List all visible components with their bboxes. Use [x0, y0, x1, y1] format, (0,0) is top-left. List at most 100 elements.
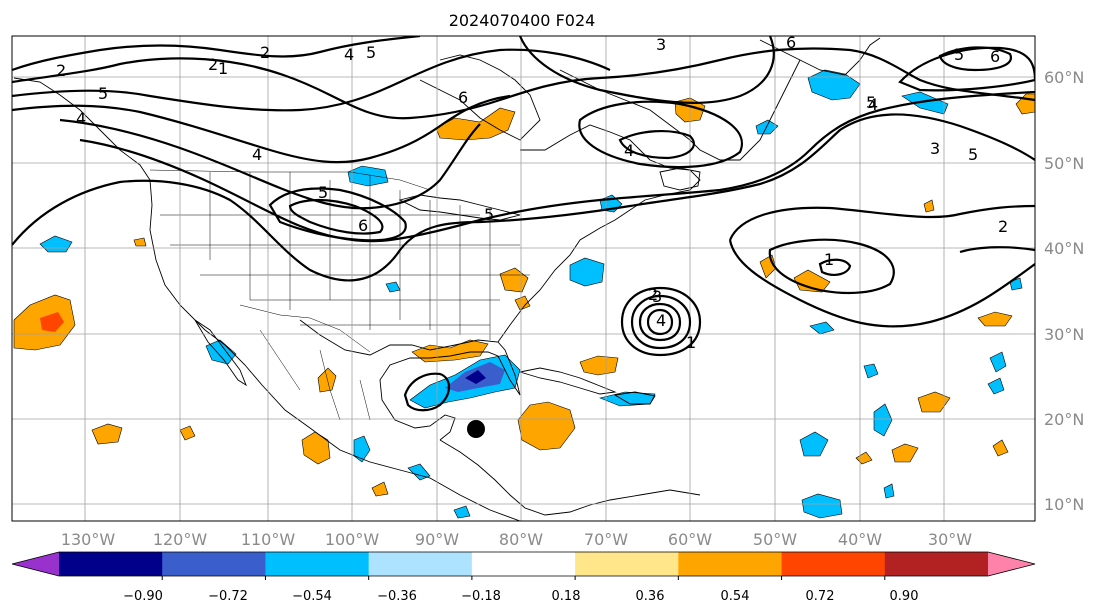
contour-line: [638, 302, 682, 342]
anomaly-positive-area: [133, 237, 147, 247]
contour-line: [578, 100, 743, 169]
contour-line: [12, 113, 1035, 282]
colorbar-segment: [162, 552, 266, 576]
graticule: [12, 36, 1035, 521]
coastline-baja: [194, 319, 247, 387]
contour-label: 2: [998, 217, 1008, 236]
anomaly-negative-area: [453, 505, 471, 519]
colorbar-tick-label: 0.72: [806, 589, 835, 604]
anomaly-strong-positive-area: [40, 312, 64, 332]
lon-label: 40°W: [838, 530, 882, 549]
colorbar-tick-label: 0.90: [890, 589, 919, 604]
longitude-labels: 130°W 120°W 110°W 100°W 90°W 80°W 70°W 6…: [61, 530, 972, 549]
contour-line: [12, 47, 1035, 120]
contour-label: 4: [624, 141, 634, 160]
anomaly-negative-area: [807, 69, 861, 101]
colorbar-tick-label: 0.54: [721, 589, 750, 604]
anomaly-positive-area: [317, 367, 337, 393]
colorbar-segment: [368, 552, 473, 576]
colorbar-segment: [471, 552, 576, 576]
contour-label: 4: [344, 45, 354, 64]
contour-label: 1: [218, 59, 228, 78]
coastline-layer: [13, 37, 881, 521]
state-border-layer: [149, 169, 530, 421]
anomaly-positive-area: [517, 401, 576, 451]
lon-label: 130°W: [61, 530, 116, 549]
contour-label: 3: [656, 35, 666, 54]
state-lines-h: [160, 214, 530, 326]
storm-center-marker: [467, 420, 485, 438]
contour-line: [12, 48, 611, 112]
contour-line: [79, 90, 1035, 243]
anomaly-positive-area: [793, 269, 831, 293]
anomaly-positive-area: [977, 311, 1013, 327]
contour-line: [818, 258, 852, 276]
contour-line: [646, 308, 674, 336]
contour-line: [59, 118, 481, 210]
colorbar-tick-labels: −0.90 −0.72 −0.54 −0.36 −0.18 0.18 0.36 …: [123, 589, 918, 604]
contour-label: 4: [76, 109, 86, 128]
colorbar-segment: [678, 552, 783, 576]
contour-layer: [12, 36, 1035, 412]
contour-label: 1: [686, 333, 696, 352]
coastline-east: [497, 124, 701, 343]
lon-label: 90°W: [415, 530, 459, 549]
anomaly-negative-area: [569, 257, 605, 287]
anomaly-negative-area: [407, 463, 431, 481]
contour-label: 5: [318, 183, 328, 202]
contour-label: 5: [98, 84, 108, 103]
colorbar-segment: [781, 552, 886, 576]
contour-label: 3: [652, 287, 662, 306]
coastline-labrador: [559, 59, 801, 161]
contour-label: 6: [358, 216, 368, 235]
lon-label: 110°W: [241, 530, 296, 549]
colorbar-tick-label: −0.54: [292, 589, 332, 604]
contour-line: [959, 246, 1035, 254]
anomaly-negative-area: [863, 363, 879, 379]
anomaly-negative-area: [801, 493, 843, 519]
contour-line: [728, 204, 1035, 241]
anomaly-positive-area: [992, 439, 1009, 457]
lon-label: 100°W: [325, 530, 380, 549]
shaded-anomaly-layer: [13, 69, 1035, 519]
colorbar-extend-high: [988, 552, 1035, 576]
colorbar-tick-label: −0.90: [123, 589, 163, 604]
contour-label: 4: [656, 311, 666, 330]
lat-label: 10°N: [1044, 495, 1084, 514]
anomaly-positive-area: [514, 295, 531, 311]
contour-label: 2: [56, 61, 66, 80]
anomaly-positive-area: [371, 481, 389, 497]
lon-label: 70°W: [584, 530, 628, 549]
anomaly-positive-area: [91, 423, 123, 445]
colorbar-tick-label: −0.72: [208, 589, 248, 604]
contour-line: [938, 46, 1013, 72]
contour-label: 1: [824, 250, 834, 269]
anomaly-negative-area: [987, 377, 1005, 395]
contour-label: 5: [366, 43, 376, 62]
contour-label: 5: [954, 45, 964, 64]
lat-label: 20°N: [1044, 410, 1084, 429]
contour-label: 6: [786, 33, 796, 52]
contour-line: [620, 286, 702, 357]
anomaly-positive-area: [579, 355, 619, 376]
anomaly-negative-area: [799, 431, 829, 457]
anomaly-negative-area: [599, 391, 656, 407]
coastline-central-america: [439, 439, 701, 516]
contour-line: [728, 239, 1035, 328]
anomaly-strong-negative-area: [465, 370, 486, 384]
contour-line: [618, 129, 695, 160]
anomaly-positive-area: [923, 199, 935, 213]
anomaly-negative-area: [901, 91, 949, 115]
anomaly-negative-area: [883, 483, 895, 499]
map-frame: [11, 35, 1036, 522]
colorbar-segment: [884, 552, 989, 576]
contour-label: 2: [648, 285, 658, 304]
colorbar-tick-label: −0.36: [377, 589, 417, 604]
coastline-hudson: [419, 54, 541, 141]
coastline-north-america-west: [13, 77, 521, 521]
contour-label: 4: [252, 145, 262, 164]
lon-label: 80°W: [499, 530, 543, 549]
anomaly-negative-area: [989, 351, 1007, 373]
contour-line: [12, 36, 421, 72]
coastline-greenland: [759, 37, 881, 76]
